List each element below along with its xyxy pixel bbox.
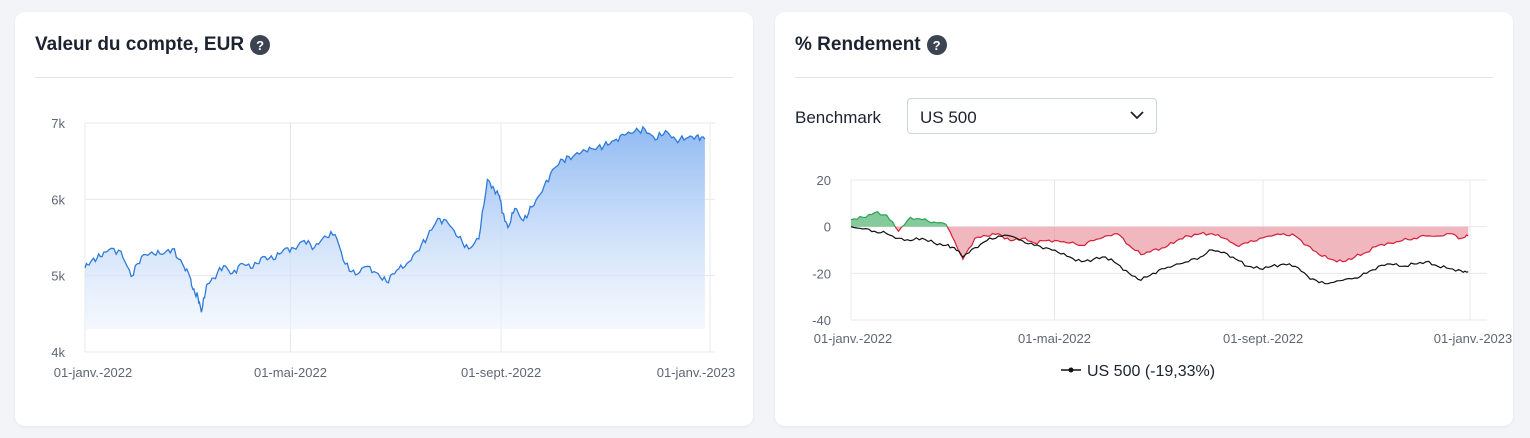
x-tick-label: 01-janv.-2022: [54, 365, 133, 380]
chevron-down-icon: [1130, 111, 1144, 120]
y-tick-label: 7k: [51, 116, 65, 131]
y-tick-label: 20: [817, 173, 831, 188]
x-tick-label: 01-sept.-2022: [461, 365, 541, 380]
return-chart: 20 0 -20 -40 01-janv.-2022 01-mai-2022 01-sep…: [812, 173, 1513, 380]
return-portfolio-line-positive: [850, 211, 948, 228]
return-title-text: % Rendement: [795, 34, 921, 55]
y-tick-label: 6k: [51, 192, 65, 207]
account-value-y-axis: 4k 5k 6k 7k: [51, 116, 65, 360]
return-portfolio-line-negative: [894, 226, 1469, 263]
y-tick-label: 4k: [51, 345, 65, 360]
question-circle-icon[interactable]: ?: [926, 35, 947, 55]
benchmark-legend[interactable]: US 500 (-19,33%): [1061, 363, 1215, 380]
return-y-axis: 20 0 -20 -40: [812, 173, 831, 328]
y-tick-label: -40: [812, 313, 831, 328]
question-circle-icon[interactable]: ?: [250, 35, 271, 55]
benchmark-select[interactable]: US 500: [907, 98, 1157, 134]
return-positive-area: [851, 211, 948, 227]
benchmark-label: Benchmark: [795, 108, 881, 127]
x-tick-label: 01-mai-2022: [254, 365, 327, 380]
y-tick-label: -20: [812, 266, 831, 281]
x-tick-label: 01-sept.-2022: [1223, 331, 1303, 346]
account-value-title: Valeur du compte, EUR ?: [35, 34, 271, 56]
return-header: % Rendement ?: [795, 12, 1493, 78]
y-tick-label: 5k: [51, 269, 65, 284]
x-tick-label: 01-mai-2022: [1018, 331, 1091, 346]
return-negative-area: [895, 226, 1469, 262]
account-value-x-axis: 01-janv.-2022 01-mai-2022 01-sept.-2022 01-…: [54, 365, 736, 380]
return-grid: [850, 179, 1487, 321]
return-title: % Rendement ?: [795, 34, 947, 56]
benchmark-line: [850, 226, 1469, 285]
account-value-line: [84, 125, 706, 313]
account-value-title-text: Valeur du compte, EUR: [35, 34, 245, 55]
y-tick-label: 0: [824, 220, 831, 235]
account-value-area: [85, 126, 705, 330]
account-value-card: Valeur du compte, EUR ? 4k 5k 6k 7k 01-janv…: [15, 12, 753, 426]
account-value-chart: 4k 5k 6k 7k 01-janv.-2022 01-mai-2022 01-sept…: [51, 116, 736, 380]
benchmark-selected-value: US 500: [920, 108, 977, 127]
x-tick-label: 01-janv.-2023: [1434, 331, 1513, 346]
benchmark-legend-label: US 500 (-19,33%): [1087, 363, 1215, 380]
return-card: % Rendement ? Benchmark US 500 20 0 -20 -40…: [775, 12, 1513, 426]
account-value-header: Valeur du compte, EUR ?: [35, 12, 733, 78]
x-tick-label: 01-janv.-2023: [657, 365, 736, 380]
x-tick-label: 01-janv.-2022: [814, 331, 893, 346]
return-x-axis: 01-janv.-2022 01-mai-2022 01-sept.-2022 01-…: [814, 331, 1513, 346]
